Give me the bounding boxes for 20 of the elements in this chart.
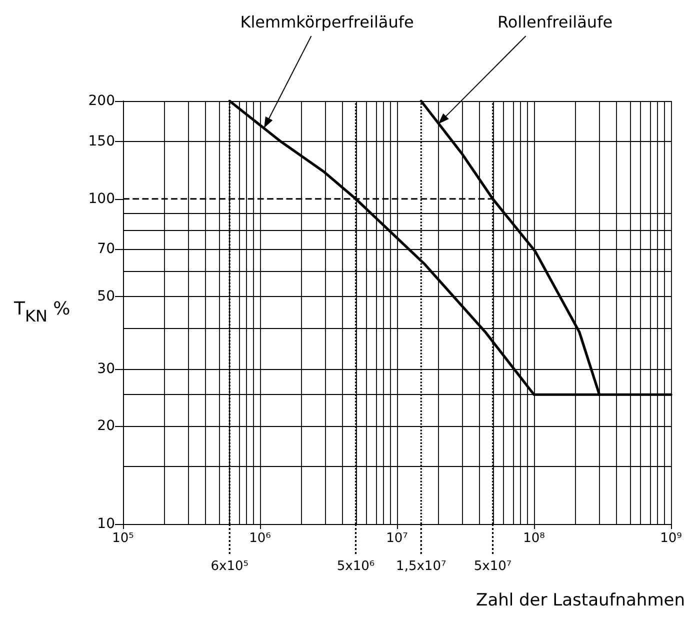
ref-line-label: 5x10⁷ — [474, 559, 512, 574]
ref-line-label: 5x10⁶ — [336, 559, 375, 574]
x-tick-label: 10⁶ — [249, 531, 271, 546]
annotation: Rollenfreiläufe — [497, 12, 613, 32]
y-tick-label: 150 — [88, 134, 115, 150]
y-tick-label: 20 — [97, 418, 115, 434]
y-tick-label: 50 — [97, 288, 115, 305]
y-tick-label: 70 — [97, 241, 115, 258]
annotation: Klemmkörperfreiläufe — [240, 12, 414, 32]
y-tick-label: 100 — [88, 190, 115, 207]
ref-line-label: 1,5x10⁷ — [396, 559, 446, 574]
x-tick-label: 10⁹ — [660, 531, 682, 546]
ref-line-label: 6x10⁵ — [210, 559, 248, 574]
y-tick-label: 10 — [97, 516, 115, 532]
y-tick-label: 200 — [88, 93, 115, 109]
x-tick-label: 10⁵ — [112, 531, 134, 546]
x-tick-label: 10⁸ — [523, 531, 545, 546]
x-tick-label: 10⁷ — [386, 531, 408, 546]
x-axis-title: Zahl der Lastaufnahmen — [476, 590, 686, 610]
y-tick-label: 30 — [97, 360, 115, 377]
